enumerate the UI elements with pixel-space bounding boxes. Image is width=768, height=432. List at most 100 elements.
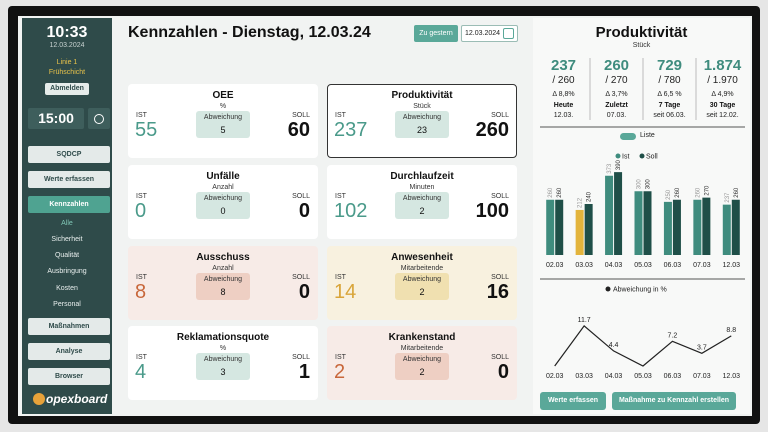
soll-value: 0 [298,281,310,303]
stat-since: seit 06.03. [653,112,686,119]
ist-value: 237 [334,119,368,141]
stat-period: 7 Tage [658,102,681,109]
stat-delta: Δ 8,8% [552,91,575,98]
stat-period: 30 Tage [709,102,736,109]
deviation-box [395,192,449,219]
deviation-value: 2 [419,206,425,216]
clock: 10:33 [46,24,88,41]
soll-value: 260 [475,119,509,141]
card-title: OEE [212,90,234,101]
ist-value: 14 [334,281,357,303]
ist-label: IST [335,193,346,200]
ist-label: IST [335,112,346,119]
calendar-icon[interactable] [503,28,514,39]
nav-button[interactable]: Analyse [28,343,110,360]
panel-title: Produktivität [595,24,688,41]
deviation-value: 2 [419,367,425,377]
card-unit: Minuten [409,184,435,191]
soll-value: 16 [486,281,509,303]
soll-label: SOLL [491,274,509,281]
deviation-box [196,273,250,300]
card-unit: Mitarbeitende [400,265,444,272]
subnav-item[interactable]: Kosten [56,285,78,292]
ist-value: 2 [334,361,346,383]
nav-button[interactable]: SQDCP [28,146,110,163]
stat-soll: / 260 [552,75,575,86]
nav-button[interactable]: Kennzahlen [28,196,110,213]
stat-soll: / 780 [658,75,681,86]
deviation-box [395,111,449,138]
stat-since: 12.03. [553,112,574,119]
card-title: Reklamationsquote [176,332,270,343]
panel-unit: Stück [632,42,651,49]
soll-value: 0 [497,361,509,383]
ist-label: IST [136,354,147,361]
date: 12.03.2024 [49,42,85,49]
nav-button[interactable]: Browser [28,368,110,385]
soll-label: SOLL [491,354,509,361]
soll-label: SOLL [292,112,310,119]
page-title: Kennzahlen - Dienstag, 12.03.24 [128,24,371,41]
deviation-box [395,273,449,300]
nav-button[interactable]: Werte erfassen [28,171,110,188]
soll-value: 0 [298,200,310,222]
card-title: Krankenstand [388,332,456,343]
stat-period: Heute [553,102,574,109]
card-unit: % [219,345,227,352]
deviation-label: Abweichung [203,276,243,283]
card-title: Ausschuss [196,252,250,263]
stat-period: Zuletzt [605,102,628,109]
back-button[interactable]: Zu gestern [414,25,458,42]
deviation-label: Abweichung [402,114,442,121]
ist-value: 102 [334,200,368,222]
toggle[interactable] [620,133,636,140]
stat-delta: Δ 6,5 % [657,91,682,98]
card-unit: % [219,103,227,110]
ist-label: IST [335,274,346,281]
stat-since: seit 12.02. [706,112,739,119]
subnav-item[interactable]: Ausbringung [47,268,87,275]
deviation-value: 0 [220,206,226,216]
deviation-box [196,111,250,138]
soll-label: SOLL [292,193,310,200]
action-button[interactable]: Werte erfassen [540,392,606,410]
ist-label: IST [335,354,346,361]
subnav-item[interactable]: Sicherheit [51,236,83,243]
soll-value: 100 [475,200,509,222]
logo-mark [33,393,45,405]
deviation-label: Abweichung [402,276,442,283]
subnav-item[interactable]: Alle [61,220,73,227]
stat-ist: 237 [550,57,577,74]
timer[interactable]: 15:00 [28,108,84,129]
deviation-label: Abweichung [203,114,243,121]
stat-ist: 1.874 [703,57,742,74]
logo: opexboard [46,392,108,406]
deviation-value: 8 [220,287,226,297]
deviation-value: 23 [416,125,427,135]
card-title: Anwesenheit [391,252,453,263]
ist-label: IST [136,112,147,119]
action-button[interactable]: Maßnahme zu Kennzahl erstellen [612,392,736,410]
subnav-item[interactable]: Personal [53,301,81,308]
soll-label: SOLL [292,274,310,281]
ist-value: 4 [135,361,147,383]
deviation-label: Abweichung [402,195,442,202]
ist-value: 8 [135,281,147,303]
card-title: Produktivität [391,90,453,101]
soll-value: 60 [287,119,310,141]
deviation-value: 2 [419,287,425,297]
deviation-label: Abweichung [203,195,243,202]
nav-button[interactable]: Maßnahmen [28,318,110,335]
subnav-item[interactable]: Qualität [54,252,80,259]
deviation-value: 3 [220,367,226,377]
card-unit: Stück [413,103,431,110]
card-title: Durchlaufzeit [390,171,454,182]
logout-button[interactable]: Abmelden [45,83,89,95]
shift: Frühschicht [48,69,86,76]
stat-soll: / 1.970 [707,75,738,86]
stat-delta: Δ 3,7% [605,91,628,98]
card-unit: Anzahl [212,265,234,272]
deviation-box [395,353,449,380]
toggle-label: Liste [640,132,655,139]
stat-ist: 729 [656,57,683,74]
